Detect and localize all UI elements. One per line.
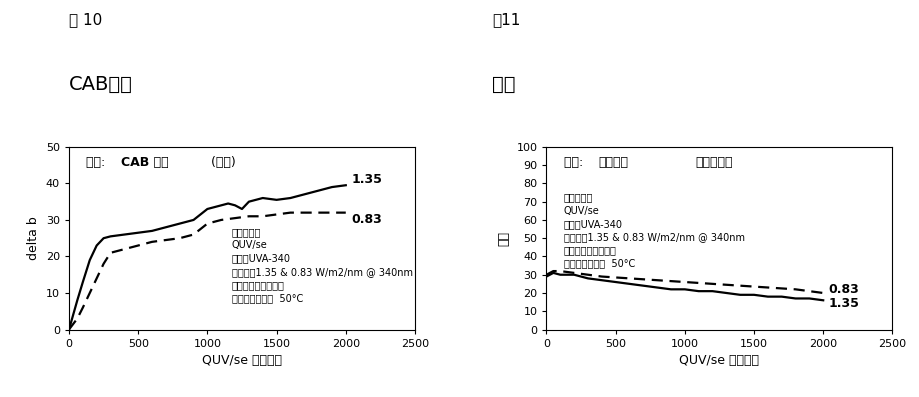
Text: 0.83: 0.83 [351, 214, 381, 226]
Text: 测试条件：
QUV/se
光源：UVA-340
辐照度：1.35 & 0.83 W/m2/nm @ 340nm
循环：仅有紫外光照
温度：黑板温度  50°C: 测试条件： QUV/se 光源：UVA-340 辐照度：1.35 & 0.83 … [232, 227, 412, 303]
Text: 1.35: 1.35 [351, 173, 381, 186]
Text: 聚酯涂料: 聚酯涂料 [597, 156, 628, 169]
Text: 材料:: 材料: [563, 156, 586, 169]
Text: 1.35: 1.35 [828, 297, 858, 310]
X-axis label: QUV/se 暴露时间: QUV/se 暴露时间 [202, 354, 282, 367]
X-axis label: QUV/se 暴露时间: QUV/se 暴露时间 [678, 354, 758, 367]
Y-axis label: delta b: delta b [28, 216, 40, 260]
Text: 聚酯: 聚酯 [492, 75, 516, 94]
Text: 测试条件：
QUV/se
光源：UVA-340
辐照度：1.35 & 0.83 W/m2/nm @ 340nm
循环：仅有紫外光照
温度：黑板温度  50°C: 测试条件： QUV/se 光源：UVA-340 辐照度：1.35 & 0.83 … [563, 193, 743, 268]
Text: 图 10: 图 10 [69, 12, 102, 27]
Text: 0.83: 0.83 [828, 283, 858, 296]
Text: (透明): (透明) [207, 156, 236, 169]
Text: 材料:: 材料: [86, 156, 109, 169]
Text: 图11: 图11 [492, 12, 520, 27]
Text: CAB黄变: CAB黄变 [69, 75, 132, 94]
Text: （棕褐色）: （棕褐色） [695, 156, 732, 169]
Text: CAB 塑料: CAB 塑料 [120, 156, 168, 169]
Y-axis label: 光泽: 光泽 [497, 231, 510, 246]
